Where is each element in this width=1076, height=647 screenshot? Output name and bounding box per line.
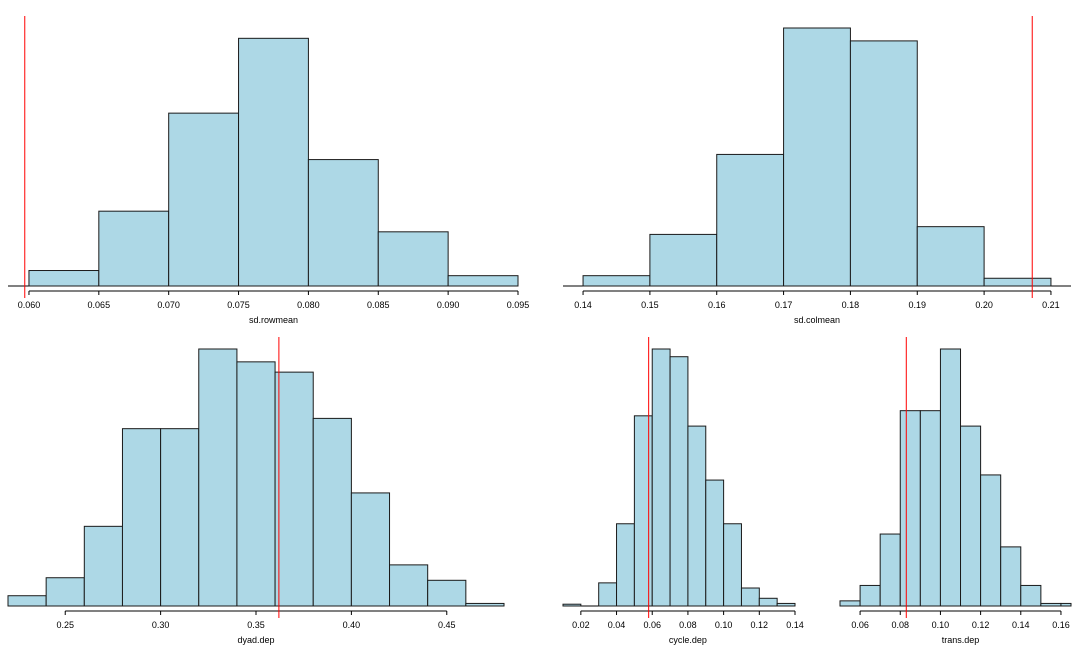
x-tick-label: 0.10 [715,620,733,630]
x-tick-label: 0.08 [679,620,697,630]
histogram-bar-9 [312,417,352,607]
histogram-bar-6 [198,348,238,607]
histogram-bar-7 [236,361,276,607]
histogram-bar-2 [859,584,881,607]
histogram-bar-10 [1020,584,1042,607]
histogram-bar-10 [350,492,391,607]
histogram-bar-2 [649,233,718,287]
histogram-bar-8 [274,371,314,607]
histogram-bar-2 [598,582,618,607]
x-tick-label: 0.15 [641,300,659,310]
x-axis-title: sd.rowmean [249,315,298,325]
x-axis-title: trans.dep [942,635,980,645]
histogram-bar-11 [389,564,429,607]
x-tick-label: 0.14 [786,620,804,630]
histogram-bar-4 [121,428,162,607]
histogram-bar-7 [687,425,707,607]
x-tick-label: 0.16 [708,300,726,310]
x-tick-label: 0.08 [891,620,909,630]
x-tick-label: 0.14 [1012,620,1030,630]
histogram-bar-11 [758,597,778,607]
x-axis-title: cycle.dep [669,635,707,645]
histogram-bar-6 [377,231,449,287]
x-tick-label: 0.090 [437,300,460,310]
panel-sd-colmean: 0.14 0.15 0.16 0.17 0.18 0.19 0.20 0.21 sd.colme… [563,16,1071,325]
x-tick-label: 0.16 [1052,620,1070,630]
histogram-bar-12 [1060,602,1072,607]
histogram-bar-7 [960,425,982,607]
x-tick-label: 0.095 [507,300,530,310]
histogram-bar-6 [939,348,962,607]
histogram-bar-1 [562,603,582,607]
x-tick-label: 0.12 [972,620,990,630]
histogram-bar-5 [849,40,918,287]
histogram-bar-1 [7,595,47,607]
histogram-bar-6 [669,356,689,607]
x-tick-label: 0.21 [1042,300,1060,310]
x-tick-label: 0.19 [908,300,926,310]
histogram-bar-4 [633,415,653,607]
histogram-bar-1 [839,600,861,607]
histogram-bar-5 [160,428,200,607]
x-tick-label: 0.070 [157,300,180,310]
x-tick-label: 0.17 [775,300,793,310]
panel-dyad-dep: 0.25 0.30 0.35 0.40 0.45 dyad.dep [7,337,505,645]
histogram-bar-12 [427,579,467,607]
x-tick-label: 0.06 [851,620,869,630]
x-tick-label: 0.06 [643,620,661,630]
panel-trans-dep: 0.06 0.08 0.10 0.12 0.14 0.16 trans.dep [839,337,1072,645]
histogram-bar-13 [465,602,505,607]
histogram-bar-8 [705,479,725,607]
x-tick-label: 0.30 [152,620,170,630]
histogram-bar-3 [616,523,635,607]
x-axis-title: sd.colmean [794,315,840,325]
histogram-bar-3 [83,525,123,607]
histogram-bar-4 [238,37,309,287]
x-axis-title: dyad.dep [237,635,274,645]
x-tick-label: 0.060 [18,300,41,310]
panel-sd-rowmean: 0.060 0.065 0.070 0.075 0.080 0.085 0.090 0.095… [8,16,529,325]
histogram-bar-5 [919,410,941,607]
histogram-bar-2 [45,577,85,607]
x-tick-label: 0.40 [343,620,361,630]
histogram-bar-8 [980,474,1002,607]
x-tick-label: 0.20 [975,300,993,310]
histogram-bar-4 [899,410,921,607]
histogram-bar-5 [307,159,379,287]
histogram-bar-5 [651,348,671,607]
x-tick-label: 0.085 [367,300,390,310]
histogram-bar-4 [783,27,851,287]
histogram-bar-11 [1040,602,1062,607]
histogram-bar-9 [723,523,742,607]
histogram-bar-9 [1000,546,1022,607]
x-tick-label: 0.25 [56,620,74,630]
histogram-bar-2 [98,210,170,287]
x-tick-label: 0.12 [751,620,769,630]
histogram-bar-6 [916,226,985,287]
histogram-bar-10 [740,587,760,607]
histogram-bar-1 [28,270,100,287]
histogram-bar-3 [168,112,240,287]
x-tick-label: 0.02 [572,620,590,630]
x-tick-label: 0.45 [438,620,456,630]
x-tick-label: 0.075 [227,300,250,310]
histogram-bar-1 [582,275,651,287]
x-tick-label: 0.080 [297,300,320,310]
histogram-bar-3 [879,533,901,607]
histogram-bar-7 [983,277,1052,287]
panel-cycle-dep: 0.02 0.04 0.06 0.08 0.10 0.12 0.14 cycle.dep [562,337,804,645]
x-tick-label: 0.04 [608,620,626,630]
histogram-bar-7 [447,275,519,287]
x-tick-label: 0.10 [932,620,950,630]
x-tick-label: 0.35 [247,620,265,630]
histogram-bar-3 [716,153,785,287]
histogram-bar-12 [776,602,796,607]
x-tick-label: 0.18 [842,300,860,310]
x-tick-label: 0.14 [574,300,592,310]
x-tick-label: 0.065 [88,300,111,310]
